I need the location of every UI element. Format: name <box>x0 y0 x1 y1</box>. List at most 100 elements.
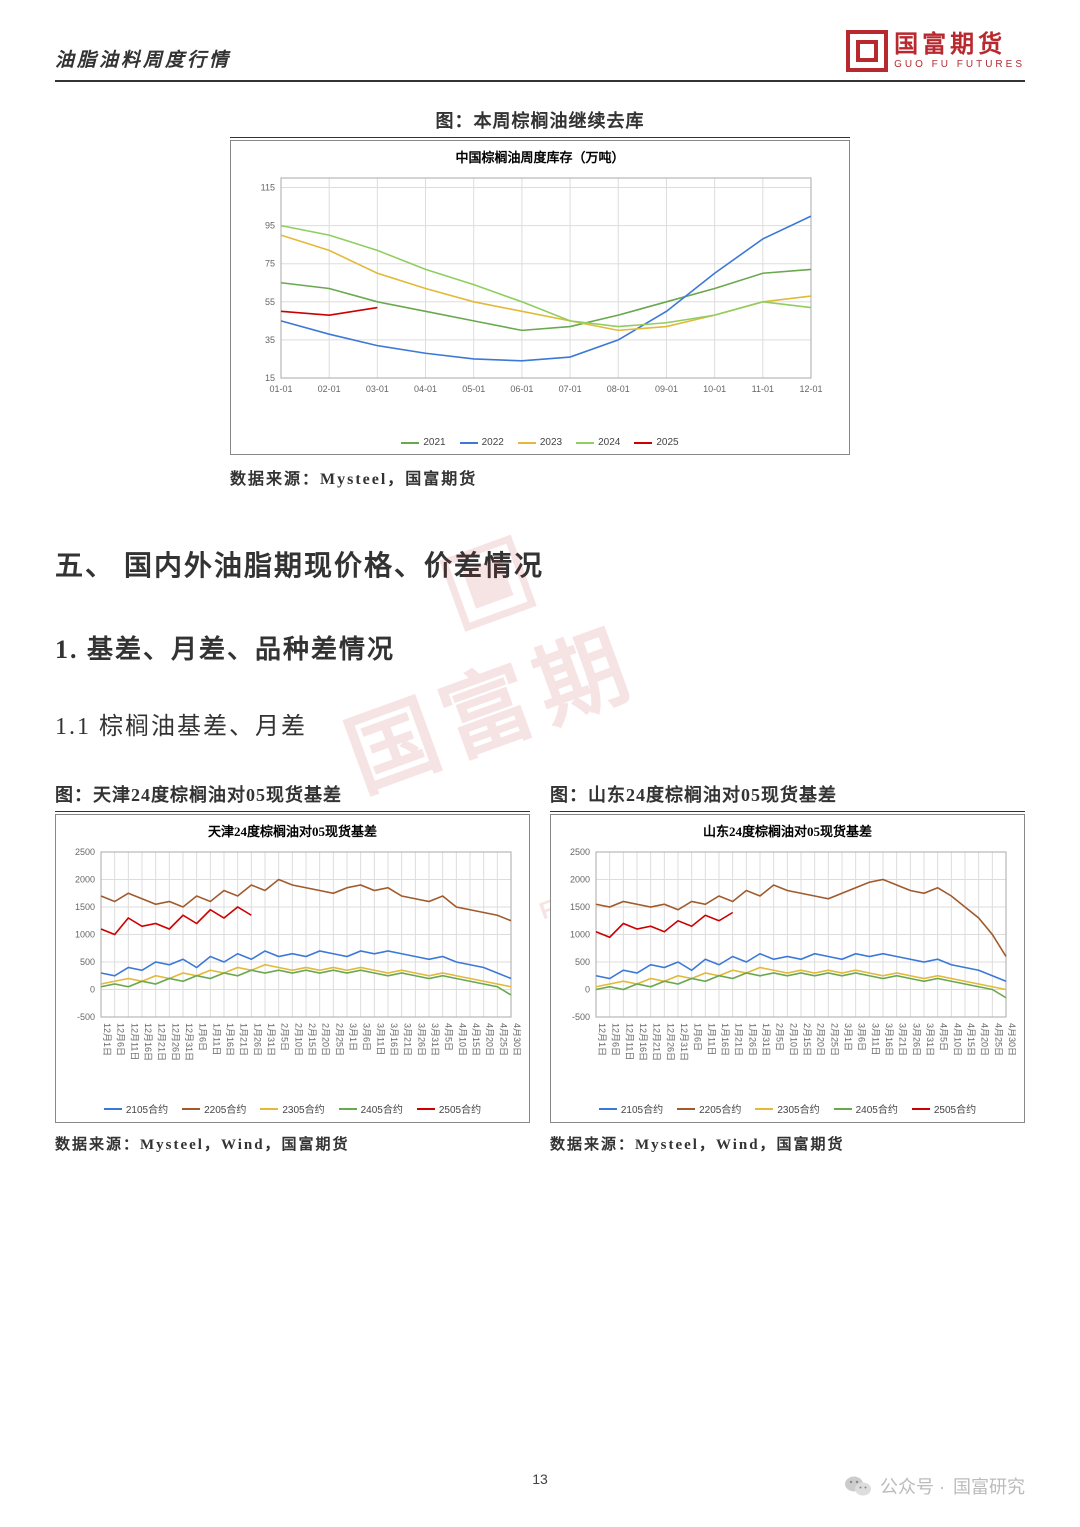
legend-item: 2405合约 <box>339 1101 403 1116</box>
svg-text:12月11日: 12月11日 <box>129 1023 139 1060</box>
svg-text:12月31日: 12月31日 <box>184 1023 194 1061</box>
svg-text:3月31日: 3月31日 <box>925 1023 935 1056</box>
svg-text:500: 500 <box>575 957 590 967</box>
legend-item: 2505合约 <box>912 1101 976 1116</box>
svg-text:1月26日: 1月26日 <box>252 1023 262 1056</box>
svg-text:1月26日: 1月26日 <box>747 1023 757 1056</box>
svg-text:1月6日: 1月6日 <box>693 1023 703 1051</box>
chart1-caption: 图：本周棕榈油继续去库 <box>230 107 850 138</box>
chart3-source: 数据来源：Mysteel，Wind，国富期货 <box>550 1133 1025 1154</box>
chart2-svg: -5000500100015002000250012月1日12月6日12月11日… <box>56 842 521 1092</box>
svg-text:2月20日: 2月20日 <box>816 1023 826 1056</box>
chart2-box: 天津24度棕榈油对05现货基差 -50005001000150020002500… <box>55 814 530 1123</box>
svg-text:4月15日: 4月15日 <box>471 1023 481 1056</box>
svg-text:12月26日: 12月26日 <box>665 1023 675 1061</box>
svg-text:95: 95 <box>265 221 275 231</box>
chart3-svg: -5000500100015002000250012月1日12月6日12月11日… <box>551 842 1016 1092</box>
wechat-attribution: 公众号 · 国富研究 <box>844 1473 1025 1499</box>
svg-text:-500: -500 <box>77 1012 95 1022</box>
wechat-icon <box>844 1474 872 1498</box>
svg-text:1月21日: 1月21日 <box>734 1023 744 1056</box>
svg-text:2500: 2500 <box>570 847 590 857</box>
svg-text:12月16日: 12月16日 <box>143 1023 153 1061</box>
section-heading: 五、 国内外油脂期现价格、价差情况 <box>55 544 1025 584</box>
svg-text:12月11日: 12月11日 <box>624 1023 634 1060</box>
svg-text:1000: 1000 <box>75 930 95 940</box>
svg-text:10-01: 10-01 <box>703 384 726 394</box>
legend-item: 2305合约 <box>755 1101 819 1116</box>
svg-text:2月20日: 2月20日 <box>321 1023 331 1056</box>
logo-cn: 国富期货 <box>894 33 1025 57</box>
content-region: 图：本周棕榈油继续去库 中国棕榈油周度库存（万吨） 15355575951150… <box>0 107 1080 1154</box>
svg-text:2月15日: 2月15日 <box>307 1023 317 1056</box>
logo-en: GUO FU FUTURES <box>894 60 1025 70</box>
svg-text:02-01: 02-01 <box>318 384 341 394</box>
chart2-legend: 2105合约 2205合约 2305合约 2405合约 2505合约 <box>56 1097 529 1122</box>
header-title: 油脂油料周度行情 <box>55 45 231 72</box>
svg-text:2月10日: 2月10日 <box>293 1023 303 1056</box>
svg-text:2000: 2000 <box>570 875 590 885</box>
svg-text:35: 35 <box>265 335 275 345</box>
legend-item: 2205合约 <box>182 1101 246 1116</box>
svg-text:500: 500 <box>80 957 95 967</box>
svg-text:4月20日: 4月20日 <box>980 1023 990 1056</box>
svg-text:1月21日: 1月21日 <box>239 1023 249 1056</box>
legend-item: 2205合约 <box>677 1101 741 1116</box>
svg-text:03-01: 03-01 <box>366 384 389 394</box>
svg-text:4月30日: 4月30日 <box>1007 1023 1016 1056</box>
svg-text:06-01: 06-01 <box>510 384 533 394</box>
svg-text:01-01: 01-01 <box>269 384 292 394</box>
svg-text:12月6日: 12月6日 <box>116 1023 126 1056</box>
legend-item: 2021 <box>401 437 445 448</box>
svg-text:4月5日: 4月5日 <box>939 1023 949 1051</box>
chart1-inner-title: 中国棕榈油周度库存（万吨） <box>231 141 849 168</box>
svg-text:2000: 2000 <box>75 875 95 885</box>
svg-text:4月10日: 4月10日 <box>457 1023 467 1056</box>
chart2-inner-title: 天津24度棕榈油对05现货基差 <box>56 815 529 842</box>
svg-text:4月30日: 4月30日 <box>512 1023 521 1056</box>
svg-text:3月26日: 3月26日 <box>416 1023 426 1056</box>
legend-item: 2022 <box>460 437 504 448</box>
svg-text:0: 0 <box>585 985 590 995</box>
legend-item: 2405合约 <box>834 1101 898 1116</box>
svg-text:3月11日: 3月11日 <box>375 1023 385 1055</box>
svg-text:3月11日: 3月11日 <box>870 1023 880 1055</box>
svg-text:1500: 1500 <box>75 902 95 912</box>
chart1-legend: 20212022202320242025 <box>231 433 849 454</box>
svg-text:2月25日: 2月25日 <box>829 1023 839 1056</box>
page-header: 油脂油料周度行情 国富期货 GUO FU FUTURES <box>55 0 1025 82</box>
svg-text:1500: 1500 <box>570 902 590 912</box>
svg-text:4月15日: 4月15日 <box>966 1023 976 1056</box>
svg-text:12月31日: 12月31日 <box>679 1023 689 1061</box>
chart-row: 图：天津24度棕榈油对05现货基差 天津24度棕榈油对05现货基差 -500 0 5… <box>55 781 1025 1154</box>
chart1-block: 图：本周棕榈油继续去库 中国棕榈油周度库存（万吨） 15355575951150… <box>230 107 850 489</box>
svg-text:1月6日: 1月6日 <box>198 1023 208 1051</box>
svg-text:2月10日: 2月10日 <box>788 1023 798 1056</box>
svg-text:-500: -500 <box>572 1012 590 1022</box>
svg-text:09-01: 09-01 <box>655 384 678 394</box>
svg-text:4月10日: 4月10日 <box>952 1023 962 1056</box>
svg-text:1月11日: 1月11日 <box>211 1023 221 1055</box>
chart2-caption: 图：天津24度棕榈油对05现货基差 <box>55 781 530 812</box>
svg-text:05-01: 05-01 <box>462 384 485 394</box>
svg-text:1月31日: 1月31日 <box>266 1023 276 1056</box>
legend-item: 2305合约 <box>260 1101 324 1116</box>
svg-text:2月5日: 2月5日 <box>280 1023 290 1051</box>
svg-text:04-01: 04-01 <box>414 384 437 394</box>
svg-text:12月21日: 12月21日 <box>652 1023 662 1061</box>
chart3-legend: 2105合约2205合约2305合约2405合约2505合约 <box>551 1097 1024 1122</box>
svg-text:1月16日: 1月16日 <box>720 1023 730 1056</box>
legend-item: 2505合约 <box>417 1101 481 1116</box>
svg-text:12月6日: 12月6日 <box>611 1023 621 1056</box>
svg-text:3月1日: 3月1日 <box>843 1023 853 1051</box>
chart3-caption: 图：山东24度棕榈油对05现货基差 <box>550 781 1025 812</box>
legend-item: 2105合约 <box>104 1101 168 1116</box>
svg-text:75: 75 <box>265 259 275 269</box>
svg-text:12月21日: 12月21日 <box>157 1023 167 1061</box>
chart3-col: 图：山东24度棕榈油对05现货基差 山东24度棕榈油对05现货基差 -500 0 5… <box>550 781 1025 1154</box>
logo-icon <box>846 30 888 72</box>
svg-text:3月21日: 3月21日 <box>898 1023 908 1056</box>
svg-text:3月16日: 3月16日 <box>389 1023 399 1056</box>
chart3-inner-title: 山东24度棕榈油对05现货基差 <box>551 815 1024 842</box>
svg-text:2月5日: 2月5日 <box>775 1023 785 1051</box>
